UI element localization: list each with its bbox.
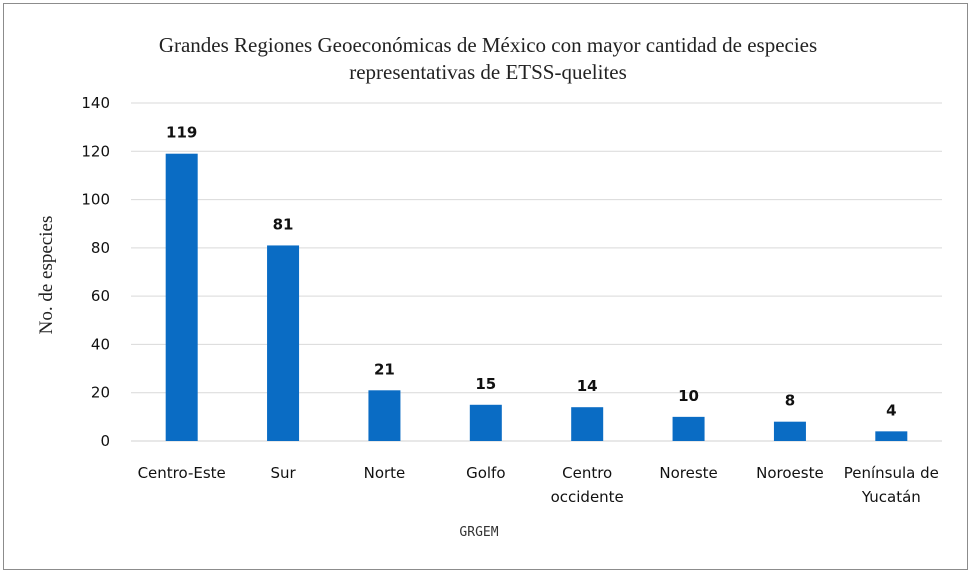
- y-tick-label: 120: [81, 142, 110, 160]
- y-tick-label: 80: [91, 239, 110, 257]
- gridlines: [131, 102, 942, 442]
- bar: [571, 407, 604, 441]
- data-label: 14: [577, 377, 598, 395]
- bar: [165, 153, 198, 441]
- x-axis-title: GRGEM: [459, 525, 498, 540]
- bar: [875, 431, 908, 441]
- data-label: 119: [166, 124, 197, 142]
- x-category-label: Noreste: [659, 464, 717, 482]
- bars: [165, 153, 908, 441]
- bar: [773, 421, 806, 441]
- data-label: 10: [678, 387, 699, 405]
- y-tick-label: 60: [91, 287, 110, 305]
- y-tick-label: 0: [100, 432, 110, 450]
- data-label: 15: [475, 375, 496, 393]
- chart-title-line-1: Grandes Regiones Geoeconómicas de México…: [159, 33, 817, 57]
- bar: [469, 404, 502, 441]
- bar: [267, 245, 300, 441]
- y-tick-label: 40: [91, 335, 110, 353]
- x-category-label: Centro: [562, 464, 612, 482]
- x-category-label: Sur: [270, 464, 296, 482]
- chart-frame: 119 81 21 15 14 10 8 4 0 20 40 60 80 100 120 140 Centr…: [3, 3, 968, 570]
- y-tick-label: 100: [81, 191, 110, 209]
- bar: [672, 416, 705, 441]
- data-label: 4: [886, 401, 896, 419]
- x-category-label: Yucatán: [861, 488, 921, 506]
- data-label: 8: [785, 392, 795, 410]
- data-label: 21: [374, 360, 395, 378]
- y-tick-label: 20: [91, 384, 110, 402]
- x-category-label: Noroeste: [756, 464, 824, 482]
- y-tick-labels: 0 20 40 60 80 100 120 140: [81, 94, 110, 450]
- chart-title-line-2: representativas de ETSS-quelites: [349, 60, 627, 84]
- x-category-label: Península de: [844, 464, 939, 482]
- x-category-label: Golfo: [466, 464, 505, 482]
- x-category-label: Centro-Este: [138, 464, 226, 482]
- data-label: 81: [273, 215, 294, 233]
- x-category-label: occidente: [551, 488, 624, 506]
- bar: [368, 390, 401, 441]
- x-category-labels: Centro-Este Sur Norte Golfo Centro occidente N…: [138, 464, 939, 506]
- y-axis-title: No. de especies: [36, 216, 57, 335]
- data-labels: 119 81 21 15 14 10 8 4: [166, 124, 897, 420]
- y-tick-label: 140: [81, 94, 110, 112]
- x-category-label: Norte: [364, 464, 406, 482]
- bar-chart: 119 81 21 15 14 10 8 4 0 20 40 60 80 100 120 140 Centr…: [36, 33, 942, 540]
